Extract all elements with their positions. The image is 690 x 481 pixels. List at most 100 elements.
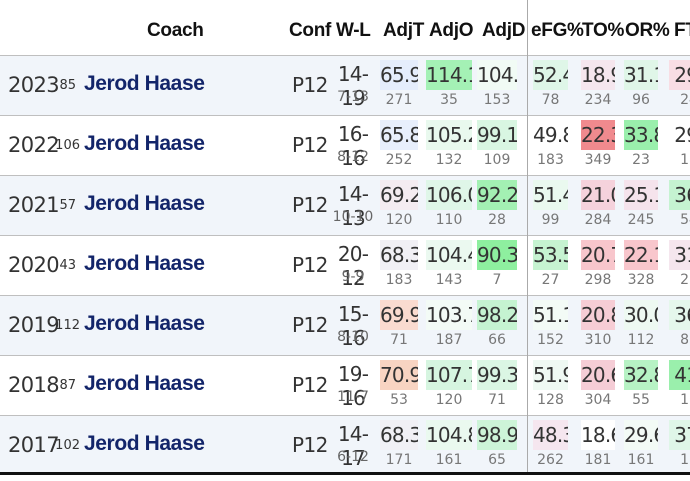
coach-link[interactable]: Jerod Haase: [84, 252, 205, 275]
season-year: 2023: [8, 73, 60, 97]
team-rank: 106: [55, 138, 80, 153]
season-year: 2017: [8, 433, 60, 457]
adjt-value: 68.3: [380, 240, 418, 270]
adjd-rank: 28: [488, 212, 506, 228]
coach-link[interactable]: Jerod Haase: [84, 372, 205, 395]
efg-value: 49.8: [533, 120, 568, 150]
win-loss: 15-16: [337, 302, 369, 350]
win-loss: 19-16: [337, 362, 369, 410]
team-rank: 57: [59, 198, 76, 213]
adjt-rank: 53: [390, 392, 408, 408]
adjt-value: 70.9: [380, 360, 418, 390]
adjt-rank: 120: [385, 212, 413, 228]
ft-rank: 12: [680, 452, 690, 468]
header-or[interactable]: OR%: [625, 20, 670, 41]
adjd-value: 92.2: [477, 180, 517, 210]
or-rank: 96: [632, 92, 650, 108]
team-rank: 43: [59, 258, 76, 273]
conference-win-loss: 11-7: [337, 389, 369, 405]
table-row: 2019 112 Jerod Haase P12 15-16 8-10 69.9 71 103.…: [0, 295, 690, 355]
header-adjd[interactable]: AdjD: [482, 20, 526, 41]
adjo-value: 104.4: [426, 240, 472, 270]
team-rank: 112: [55, 318, 80, 333]
ft-value: 29.: [669, 120, 690, 150]
efg-value: 51.1: [533, 300, 568, 330]
header-adjo[interactable]: AdjO: [429, 20, 474, 41]
ft-value: 41.: [669, 360, 690, 390]
to-value: 20.8: [581, 300, 615, 330]
efg-value: 53.5: [533, 240, 568, 270]
to-rank: 181: [584, 452, 612, 468]
adjt-value: 68.3: [380, 420, 418, 450]
or-value: 33.8: [624, 120, 658, 150]
adjt-value: 69.9: [380, 300, 418, 330]
header-adjt[interactable]: AdjT: [383, 20, 425, 41]
or-value: 32.8: [624, 360, 658, 390]
table-row: 2017 102 Jerod Haase P12 14-17 6-12 68.3 171 104…: [0, 415, 690, 475]
or-value: 30.0: [624, 300, 658, 330]
header-coach[interactable]: Coach: [147, 20, 204, 41]
ft-value: 37.: [669, 420, 690, 450]
adjt-value: 65.8: [380, 120, 418, 150]
conference-win-loss: 6-12: [337, 449, 369, 465]
or-rank: 55: [632, 392, 650, 408]
conference: P12: [292, 193, 328, 217]
header-to[interactable]: TO%: [582, 20, 625, 41]
win-loss: 20-12: [337, 242, 369, 290]
adjt-value: 65.9: [380, 60, 418, 90]
conference-win-loss: 8-12: [337, 149, 369, 165]
conference: P12: [292, 433, 328, 457]
to-value: 18.6: [581, 420, 615, 450]
adjt-rank: 183: [385, 272, 413, 288]
efg-rank: 99: [541, 212, 560, 228]
coach-link[interactable]: Jerod Haase: [84, 432, 205, 455]
team-rank: 87: [59, 378, 76, 393]
adjd-rank: 7: [492, 272, 502, 288]
table-header: Coach Conf W-L AdjT AdjO AdjD eFG% TO% O…: [0, 0, 690, 56]
header-conf[interactable]: Conf: [289, 20, 332, 41]
coach-link[interactable]: Jerod Haase: [84, 192, 205, 215]
or-rank: 245: [627, 212, 655, 228]
adjo-rank: 35: [440, 92, 458, 108]
coach-link[interactable]: Jerod Haase: [84, 72, 205, 95]
team-rank: 102: [55, 438, 80, 453]
adjo-rank: 110: [435, 212, 463, 228]
coach-link[interactable]: Jerod Haase: [84, 132, 205, 155]
to-value: 22.3: [581, 120, 615, 150]
adjt-value: 69.2: [380, 180, 418, 210]
adjo-rank: 120: [435, 392, 463, 408]
win-loss: 14-19: [337, 62, 369, 110]
adjd-rank: 109: [483, 152, 511, 168]
win-loss: 14-17: [337, 422, 369, 470]
adjd-value: 104.5: [477, 60, 517, 90]
season-year: 2018: [8, 373, 60, 397]
adjd-rank: 65: [488, 452, 506, 468]
adjo-rank: 161: [435, 452, 463, 468]
header-efg[interactable]: eFG%: [531, 20, 584, 41]
table-row: 2022 106 Jerod Haase P12 16-16 8-12 65.8 252 105…: [0, 115, 690, 175]
coach-link[interactable]: Jerod Haase: [84, 312, 205, 335]
or-rank: 23: [632, 152, 650, 168]
header-wl[interactable]: W-L: [336, 20, 371, 41]
header-ft[interactable]: FT: [674, 20, 690, 41]
to-value: 20.7: [581, 240, 615, 270]
or-value: 25.1: [624, 180, 658, 210]
adjo-rank: 187: [435, 332, 463, 348]
adjd-rank: 153: [483, 92, 511, 108]
conference-win-loss: 9-9: [341, 269, 365, 285]
adjt-rank: 271: [385, 92, 413, 108]
efg-rank: 262: [537, 452, 564, 468]
adjo-value: 114.1: [426, 60, 472, 90]
adjo-value: 107.7: [426, 360, 472, 390]
adjo-value: 103.7: [426, 300, 472, 330]
season-year: 2022: [8, 133, 60, 157]
ft-rank: 18: [680, 152, 690, 168]
ft-value: 31.: [669, 240, 690, 270]
to-value: 20.6: [581, 360, 615, 390]
or-value: 29.6: [624, 420, 658, 450]
team-rank: 85: [59, 78, 76, 93]
to-rank: 284: [584, 212, 612, 228]
ft-value: 29.: [669, 60, 690, 90]
